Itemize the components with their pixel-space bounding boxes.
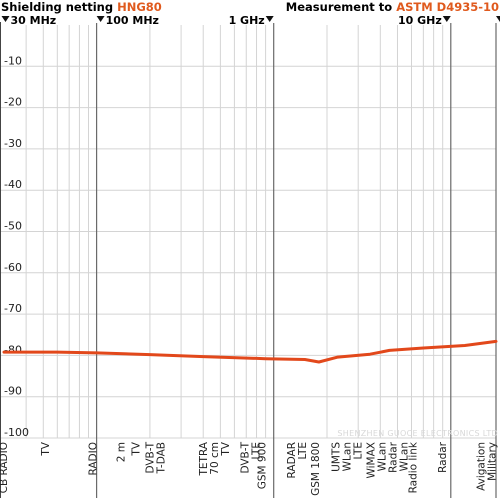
y-tick-label: -50 (4, 220, 22, 233)
band-label-line: TETRA (198, 441, 210, 476)
marker-1: 100 MHz (96, 14, 159, 27)
band-label-10: RADAR LTE (286, 442, 309, 478)
frequency-markers: 30 MHz 100 MHz 1 GHz 10 GHz 18 GHz (1, 14, 500, 498)
marker-arrow-icon (1, 16, 10, 22)
band-label-1: TV (40, 441, 52, 456)
series-layer (2, 339, 498, 364)
band-label-5: DVB-T T-DAB (145, 441, 168, 474)
title-right-highlight: ASTM D4935-10 (396, 0, 499, 14)
band-label-line: GSM 1800 (310, 442, 322, 496)
band-label-line: WiMAX (365, 442, 377, 479)
marker-0: 30 MHz (1, 14, 57, 27)
band-label-line: LTE (352, 442, 364, 459)
series-line-0 (2, 339, 498, 364)
band-label-line: RADIO (88, 442, 100, 476)
band-label-2: RADIO (88, 442, 100, 476)
band-label-9: GSM 900 (257, 442, 269, 489)
band-label-line: WLan (398, 442, 410, 471)
marker-label: 1 GHz (229, 14, 265, 27)
band-label-line: CB RADIO (0, 442, 10, 493)
marker-arrow-icon (496, 16, 500, 22)
band-label-line: TV (220, 441, 232, 456)
watermark: SHENZHEN GUOCE ELECTRONICS LTD (337, 429, 498, 438)
y-tick-label: -20 (4, 96, 22, 109)
band-label-line: Radio link (407, 441, 419, 493)
band-label-8: DVB-T LTE (239, 441, 262, 473)
band-label-line: Military (486, 442, 498, 481)
band-label-11: GSM 1800 (310, 442, 322, 496)
y-tick-label: -40 (4, 178, 22, 191)
y-tick-label: -60 (4, 261, 22, 274)
chart-title-right: Measurement to ASTM D4935-10 (286, 0, 499, 14)
marker-label: 100 MHz (106, 14, 159, 27)
marker-arrow-icon (265, 16, 274, 22)
y-tick-label: -100 (4, 426, 29, 439)
band-labels: CB RADIO TV RADIO 2 m TV DVB-T T-DAB TETRA 70 cm… (0, 441, 498, 496)
y-tick-label: -10 (4, 54, 22, 67)
band-label-line: Radar (437, 441, 449, 473)
marker-arrow-icon (96, 16, 105, 22)
y-tick-label: -80 (4, 343, 22, 356)
band-label-12: UMTS WLan LTE (330, 442, 364, 472)
title-right-prefix: Measurement to (286, 0, 396, 14)
band-label-14: Radio link (407, 441, 419, 493)
band-label-line: UMTS (330, 442, 342, 472)
band-label-0: CB RADIO (0, 442, 10, 493)
marker-3: 10 GHz (398, 14, 451, 27)
band-label-3: 2 m (116, 442, 128, 462)
band-label-16: Avigation Military (475, 442, 498, 491)
band-label-line: 70 cm (209, 442, 221, 475)
band-label-line: RADAR (286, 442, 298, 478)
band-label-4: TV (131, 441, 143, 456)
band-label-line: WLan (341, 442, 353, 471)
band-label-line: WLan (376, 442, 388, 471)
band-label-13: WiMAX WLan Radar WLan (365, 441, 410, 478)
marker-arrow-icon (442, 16, 451, 22)
marker-label: 10 GHz (398, 14, 442, 27)
band-label-line: DVB-T (145, 441, 157, 473)
y-tick-label: -70 (4, 302, 22, 315)
marker-2: 1 GHz (229, 14, 274, 27)
band-label-line: LTE (250, 442, 262, 459)
chart-title-left: Shielding netting HNG80 (1, 0, 162, 14)
band-label-15: Radar (437, 441, 449, 473)
title-left-prefix: Shielding netting (1, 0, 117, 14)
marker-4: 18 GHz (496, 16, 500, 22)
band-label-line: LTE (297, 442, 309, 459)
title-left-highlight: HNG80 (117, 0, 162, 14)
band-label-line: GSM 900 (257, 442, 269, 489)
band-label-line: Avigation (475, 442, 487, 491)
band-label-line: DVB-T (239, 441, 251, 473)
grid (0, 22, 496, 498)
marker-label: 30 MHz (11, 14, 57, 27)
y-tick-label: -30 (4, 137, 22, 150)
band-label-6: TETRA 70 cm (198, 441, 221, 476)
band-label-line: T-DAB (156, 442, 168, 475)
y-axis: -10 -20 -30 -40 -50 -60 -70 -80 -90 -100 (4, 54, 29, 439)
y-tick-label: -90 (4, 385, 22, 398)
band-label-7: TV (220, 441, 232, 456)
band-label-line: TV (131, 441, 143, 456)
band-label-line: 2 m (116, 442, 128, 462)
band-label-line: Radar (387, 441, 399, 473)
band-label-line: TV (40, 441, 52, 456)
